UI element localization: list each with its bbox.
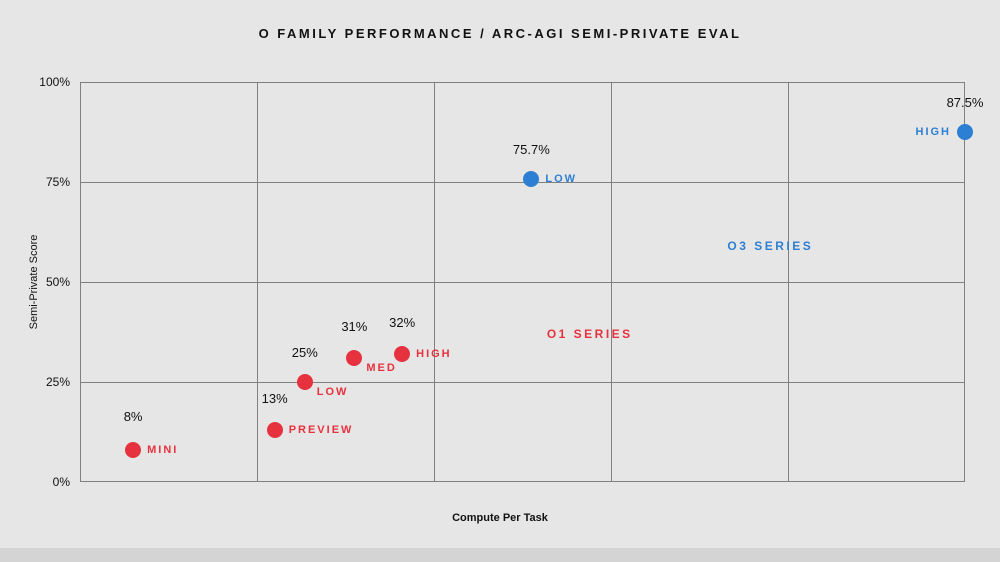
value-label: 32% <box>389 315 415 330</box>
series-label: O1 SERIES <box>547 327 633 341</box>
y-tick-label: 0% <box>53 475 70 489</box>
gridline-vertical <box>257 82 258 482</box>
gridline-horizontal <box>80 182 965 183</box>
data-point <box>957 124 973 140</box>
gridline-vertical <box>788 82 789 482</box>
gridline-vertical <box>434 82 435 482</box>
y-tick-label: 75% <box>46 175 70 189</box>
point-tag: MINI <box>147 444 178 456</box>
gridline-horizontal <box>80 382 965 383</box>
point-tag: HIGH <box>916 126 952 138</box>
data-point <box>125 442 141 458</box>
data-point <box>297 374 313 390</box>
chart-plot-area: 0%25%50%75%100%O1 SERIESO3 SERIES8%MINI1… <box>80 82 965 482</box>
value-label: 31% <box>341 319 367 334</box>
data-point <box>267 422 283 438</box>
value-label: 75.7% <box>513 142 550 157</box>
series-label: O3 SERIES <box>727 239 813 253</box>
gridline-horizontal <box>80 282 965 283</box>
data-point <box>346 350 362 366</box>
data-point <box>394 346 410 362</box>
point-tag: HIGH <box>416 348 452 360</box>
y-tick-label: 100% <box>39 75 70 89</box>
decorative-bottom-bar <box>0 548 1000 562</box>
point-tag: LOW <box>317 386 349 398</box>
chart-title: O FAMILY PERFORMANCE / ARC-AGI SEMI-PRIV… <box>0 26 1000 41</box>
y-tick-label: 50% <box>46 275 70 289</box>
value-label: 8% <box>124 409 143 424</box>
y-tick-label: 25% <box>46 375 70 389</box>
x-axis-title: Compute Per Task <box>0 512 1000 524</box>
value-label: 13% <box>262 391 288 406</box>
data-point <box>523 171 539 187</box>
y-axis-title: Semi-Private Score <box>28 235 40 330</box>
value-label: 87.5% <box>947 95 984 110</box>
point-tag: MED <box>366 362 396 374</box>
point-tag: LOW <box>545 173 577 185</box>
gridline-vertical <box>611 82 612 482</box>
point-tag: PREVIEW <box>289 424 354 436</box>
value-label: 25% <box>292 345 318 360</box>
